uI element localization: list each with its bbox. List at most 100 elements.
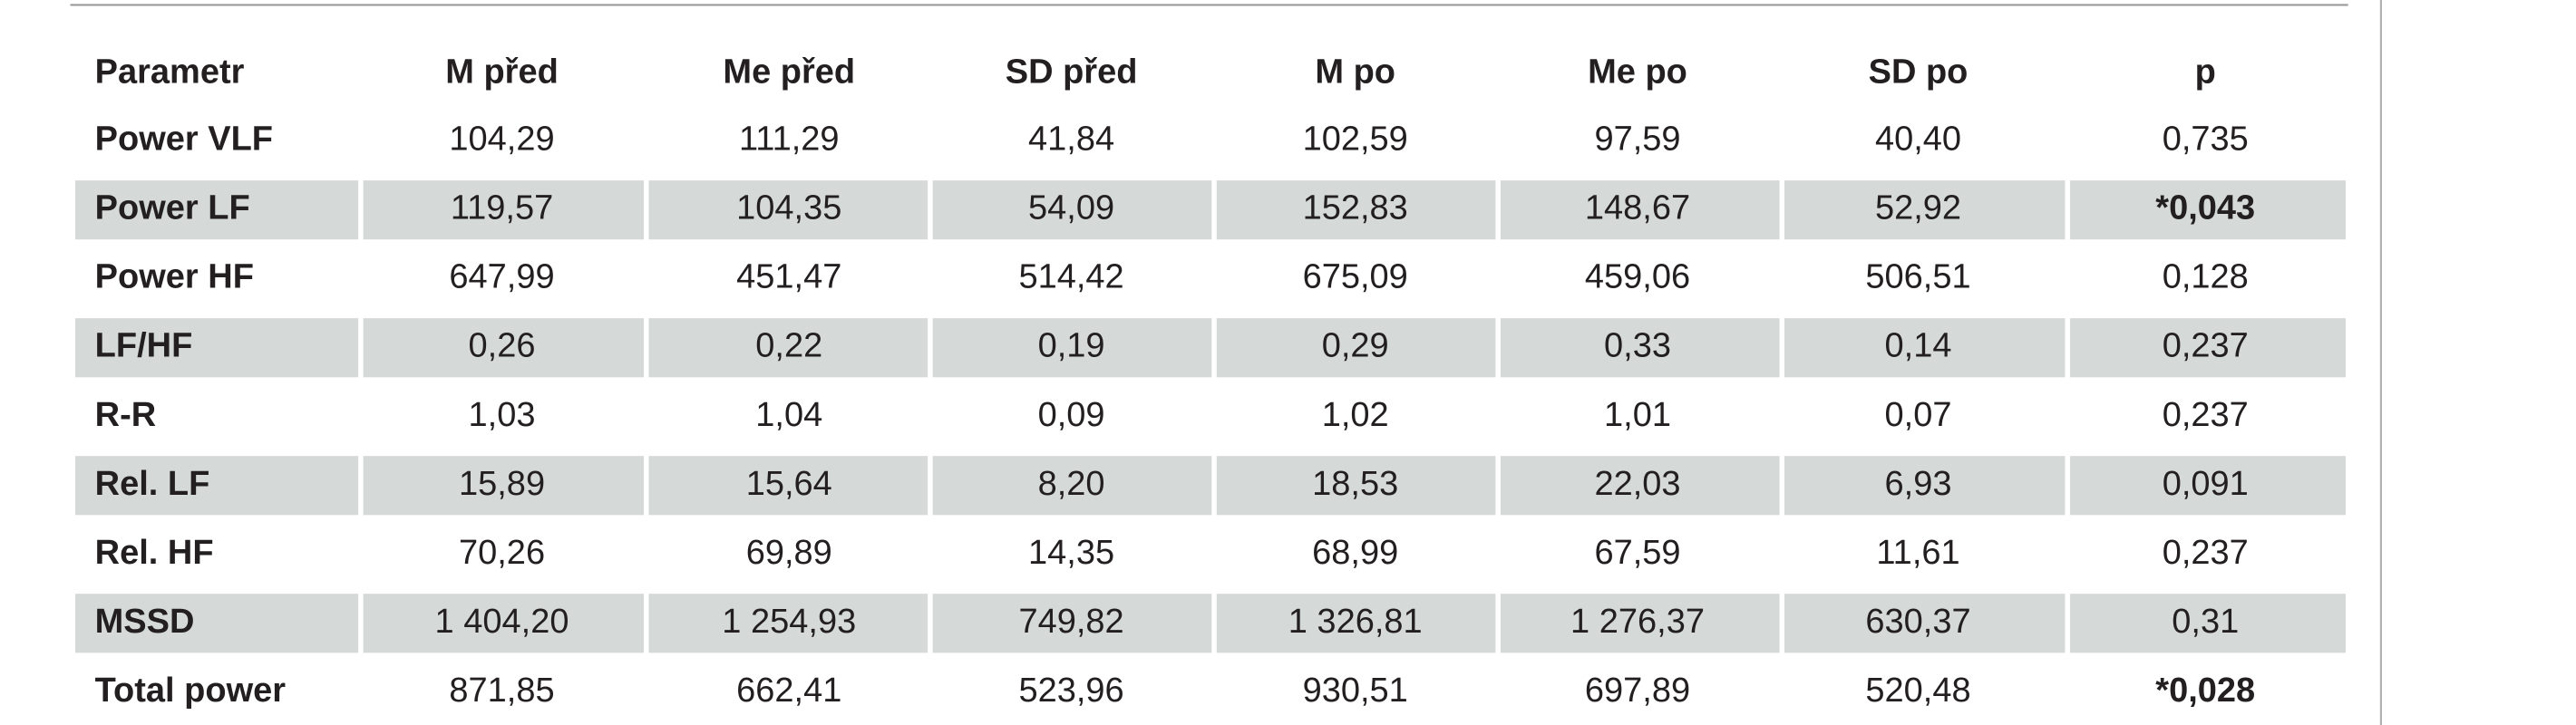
- column-header: M po: [1315, 53, 1395, 91]
- row-label: LF/HF: [95, 327, 193, 365]
- cell: 871,85: [449, 672, 554, 710]
- cell: 749,82: [1018, 603, 1123, 641]
- cell: 523,96: [1018, 672, 1123, 710]
- column-header: Parametr: [95, 53, 245, 91]
- row-shade: [1500, 594, 1780, 653]
- cell: 1,01: [1604, 396, 1671, 434]
- cell: 14,35: [1028, 534, 1114, 572]
- cell: 1,02: [1322, 396, 1389, 434]
- row-shade: [363, 594, 645, 653]
- row-label: Power HF: [95, 258, 254, 296]
- cell: 1,04: [755, 396, 822, 434]
- cell: 0,22: [755, 327, 822, 365]
- cell: 0,33: [1604, 327, 1671, 365]
- row-label: Power VLF: [95, 121, 273, 159]
- cell: 52,92: [1875, 189, 1961, 227]
- row-shade: [932, 318, 1212, 378]
- row-shade: [648, 318, 928, 378]
- cell: 0,735: [2163, 121, 2249, 159]
- cell: 119,57: [451, 189, 553, 227]
- cell: 102,59: [1303, 121, 1408, 159]
- cell: 647,99: [449, 258, 554, 296]
- column-header: M před: [445, 53, 559, 91]
- cell: 8,20: [1038, 465, 1105, 503]
- cell: 0,09: [1038, 396, 1105, 434]
- row-shade: [932, 594, 1212, 653]
- cell: 0,26: [469, 327, 536, 365]
- row-shade: [363, 456, 645, 516]
- cell: 69,89: [746, 534, 832, 572]
- cell: 0,19: [1038, 327, 1105, 365]
- cell: 697,89: [1585, 672, 1690, 710]
- cell: 104,29: [449, 121, 554, 159]
- cell: 111,29: [739, 121, 840, 159]
- cell: 0,237: [2163, 327, 2249, 365]
- row-shade: [1500, 456, 1780, 516]
- column-header: Me po: [1588, 53, 1687, 91]
- row-shade: [2069, 456, 2347, 516]
- cell: 70,26: [459, 534, 545, 572]
- cell: 68,99: [1312, 534, 1398, 572]
- cell: 97,59: [1594, 121, 1680, 159]
- row-shade: [1784, 180, 2066, 240]
- cell: 662,41: [736, 672, 841, 710]
- row-label: Total power: [95, 672, 287, 710]
- row-label: Rel. HF: [95, 534, 214, 572]
- cell: 18,53: [1312, 465, 1398, 503]
- cell: 0,14: [1885, 327, 1952, 365]
- row-shade: [2069, 180, 2347, 240]
- cell: *0,028: [2155, 672, 2255, 710]
- cell: 15,64: [746, 465, 832, 503]
- cell: 6,93: [1885, 465, 1952, 503]
- cell: 0,31: [2172, 603, 2239, 641]
- cell: 0,237: [2163, 534, 2249, 572]
- row-shade: [363, 180, 645, 240]
- cell: 67,59: [1594, 534, 1680, 572]
- cell: 675,09: [1303, 258, 1408, 296]
- cell: 0,29: [1322, 327, 1389, 365]
- row-shade: [648, 180, 928, 240]
- cell: 152,83: [1303, 189, 1408, 227]
- row-shade: [1216, 594, 1496, 653]
- cell: 520,48: [1865, 672, 1970, 710]
- cell: 0,237: [2163, 396, 2249, 434]
- row-shade: [932, 456, 1212, 516]
- cell: 451,47: [736, 258, 841, 296]
- cell: 930,51: [1303, 672, 1408, 710]
- cell: 459,06: [1585, 258, 1690, 296]
- cell: 54,09: [1028, 189, 1114, 227]
- cell: 1 276,37: [1570, 603, 1705, 641]
- row-shade: [1784, 456, 2066, 516]
- cell: 514,42: [1018, 258, 1123, 296]
- cell: *0,043: [2155, 189, 2255, 227]
- row-shade: [1216, 456, 1496, 516]
- row-shade: [2069, 318, 2347, 378]
- row-shade: [363, 318, 645, 378]
- cell: 40,40: [1875, 121, 1961, 159]
- cell: 1 326,81: [1288, 603, 1423, 641]
- row-shade: [648, 594, 928, 653]
- cell: 506,51: [1865, 258, 1970, 296]
- cell: 41,84: [1028, 121, 1114, 159]
- row-shade: [1500, 180, 1780, 240]
- cell: 11,61: [1876, 534, 1959, 572]
- row-shade: [74, 456, 359, 516]
- column-header: SD po: [1869, 53, 1968, 91]
- cell: 1,03: [469, 396, 536, 434]
- cell: 0,128: [2163, 258, 2249, 296]
- row-shade: [74, 594, 359, 653]
- cell: 148,67: [1585, 189, 1690, 227]
- row-shade: [1784, 594, 2066, 653]
- column-header: SD před: [1006, 53, 1138, 91]
- row-shade: [74, 180, 359, 240]
- row-label: R-R: [95, 396, 157, 434]
- cell: 0,07: [1885, 396, 1952, 434]
- cell: 0,091: [2163, 465, 2249, 503]
- row-shade: [648, 456, 928, 516]
- cell: 104,35: [736, 189, 841, 227]
- cell: 1 404,20: [435, 603, 569, 641]
- row-shade: [1784, 318, 2066, 378]
- row-shade: [2069, 594, 2347, 653]
